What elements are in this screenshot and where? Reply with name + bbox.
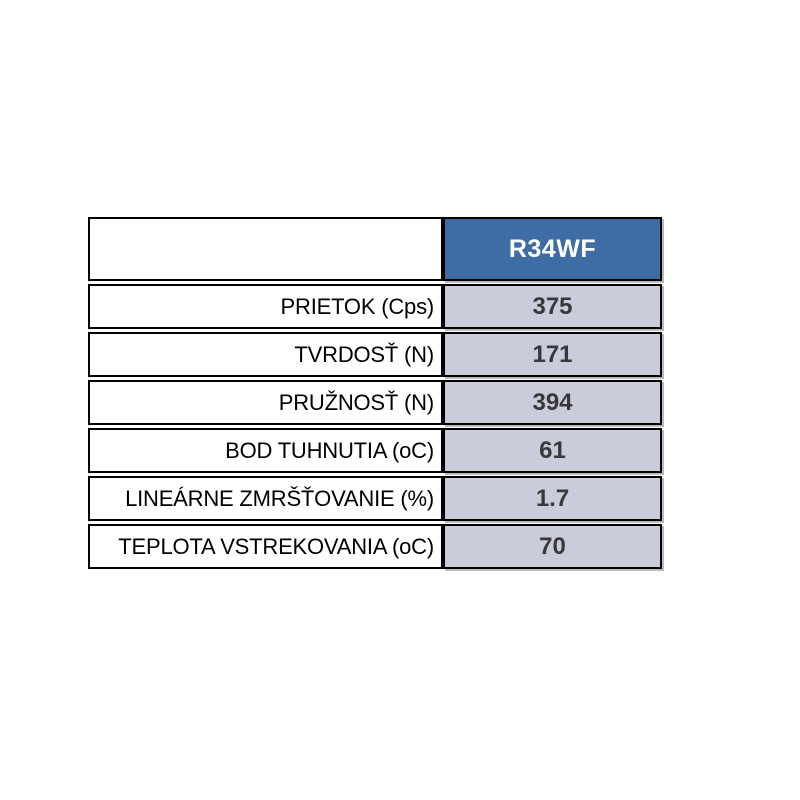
- table-row: PRUŽNOSŤ (N) 394: [88, 380, 662, 425]
- table-row: BOD TUHNUTIA (oC) 61: [88, 428, 662, 473]
- row-value-teplota-vstrekovania: 70: [443, 524, 662, 569]
- row-value-prietok: 375: [443, 284, 662, 329]
- row-label-tvrdost: TVRDOSŤ (N): [88, 332, 443, 377]
- row-value-pruznost: 394: [443, 380, 662, 425]
- table-row: PRIETOK (Cps) 375: [88, 284, 662, 329]
- row-label-prietok: PRIETOK (Cps): [88, 284, 443, 329]
- table-row: TEPLOTA VSTREKOVANIA (oC) 70: [88, 524, 662, 569]
- row-label-teplota-vstrekovania: TEPLOTA VSTREKOVANIA (oC): [88, 524, 443, 569]
- table-header-row: R34WF: [88, 217, 662, 281]
- table-row: LINEÁRNE ZMRŠŤOVANIE (%) 1.7: [88, 476, 662, 521]
- header-empty-cell: [88, 217, 443, 281]
- row-label-bod-tuhnutia: BOD TUHNUTIA (oC): [88, 428, 443, 473]
- row-value-linearne-zmrstovanie: 1.7: [443, 476, 662, 521]
- row-value-bod-tuhnutia: 61: [443, 428, 662, 473]
- row-label-linearne-zmrstovanie: LINEÁRNE ZMRŠŤOVANIE (%): [88, 476, 443, 521]
- material-spec-table: R34WF PRIETOK (Cps) 375 TVRDOSŤ (N) 171 …: [88, 217, 662, 569]
- table-row: TVRDOSŤ (N) 171: [88, 332, 662, 377]
- column-header-cell: R34WF: [443, 217, 662, 281]
- row-label-pruznost: PRUŽNOSŤ (N): [88, 380, 443, 425]
- row-value-tvrdost: 171: [443, 332, 662, 377]
